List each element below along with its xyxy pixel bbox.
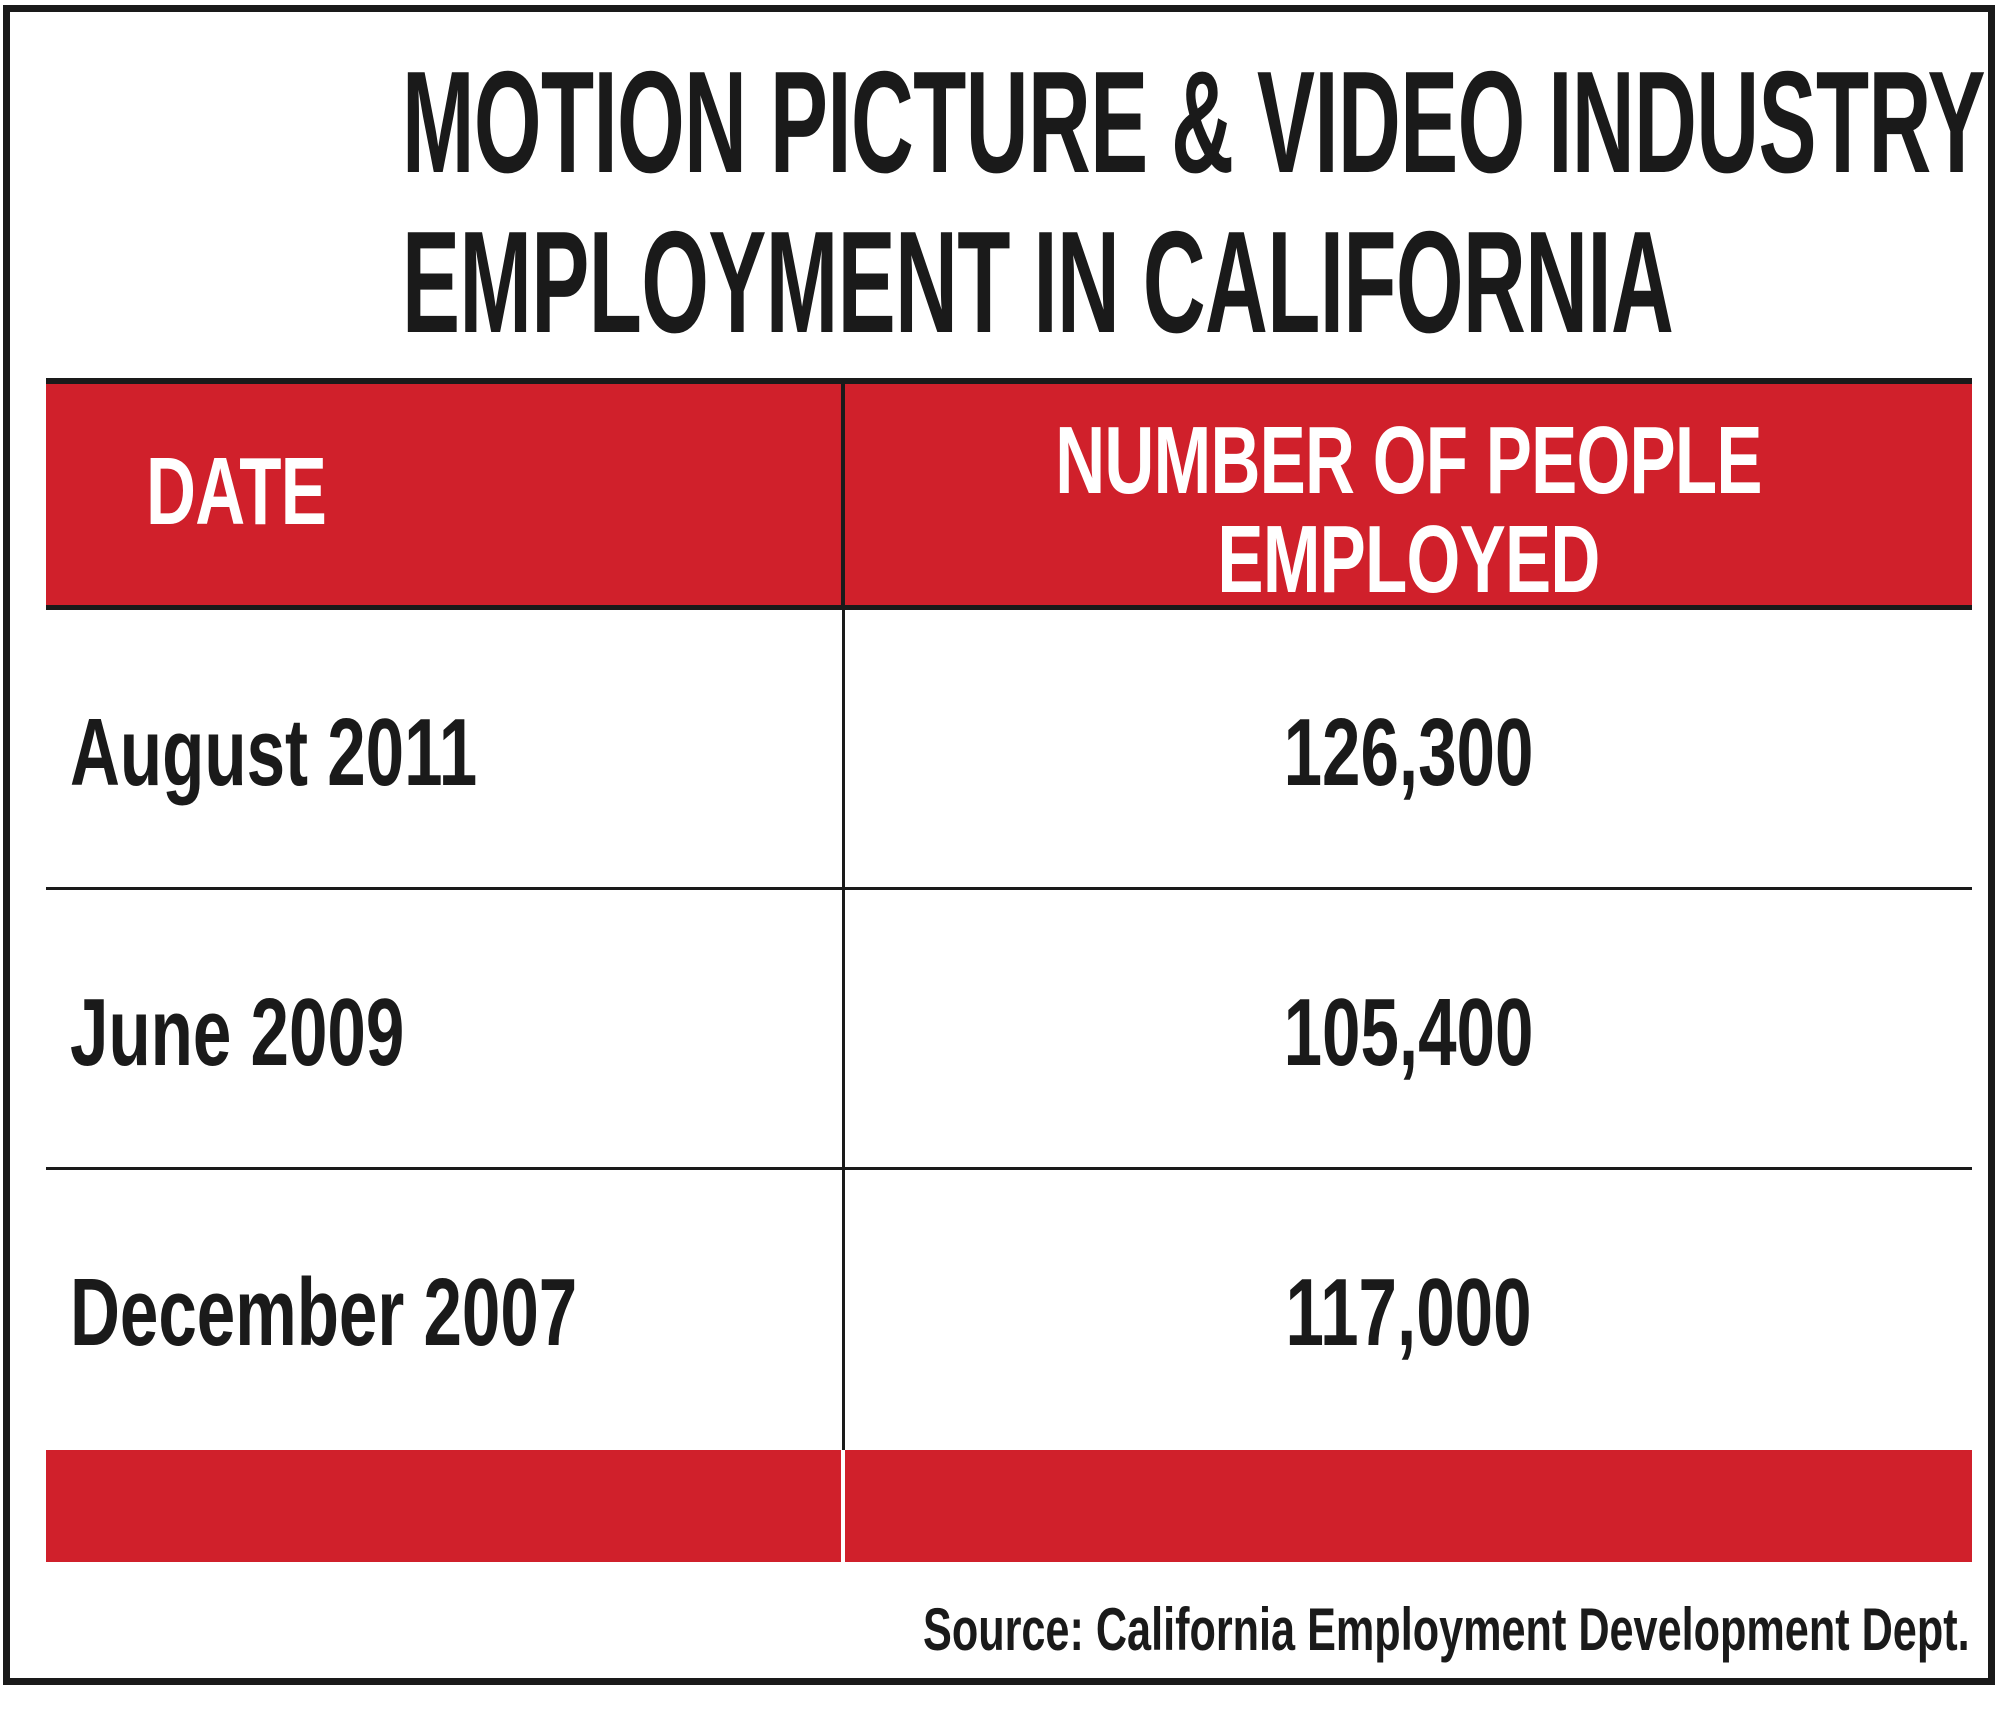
title-line-1: MOTION PICTURE & VIDEO INDUSTRY <box>402 41 1986 203</box>
source-note: Source: California Employment Developmen… <box>923 1596 1970 1663</box>
row-date: August 2011 <box>70 699 478 806</box>
row-value: 117,000 <box>1285 1259 1532 1366</box>
employment-table: DATE NUMBER OF PEOPLE EMPLOYED August 20… <box>46 378 1972 1562</box>
header-number-line-2: EMPLOYED <box>1217 505 1600 613</box>
column-divider <box>842 610 845 887</box>
header-date: DATE <box>146 438 327 545</box>
row-date: December 2007 <box>70 1259 578 1366</box>
column-divider <box>842 890 845 1167</box>
row-value: 105,400 <box>1283 979 1534 1086</box>
table-row: June 2009 105,400 <box>46 890 1972 1170</box>
column-divider <box>841 384 845 605</box>
footer-divider <box>841 1450 845 1562</box>
title-line-2: EMPLOYMENT IN CALIFORNIA <box>402 201 1674 363</box>
row-value: 126,300 <box>1283 699 1534 806</box>
header-number-employed: NUMBER OF PEOPLE EMPLOYED <box>1003 407 1814 613</box>
row-date: June 2009 <box>70 979 405 1086</box>
table-row: December 2007 117,000 <box>46 1170 1972 1450</box>
table-header-row: DATE NUMBER OF PEOPLE EMPLOYED <box>46 378 1972 610</box>
chart-title: MOTION PICTURE & VIDEO INDUSTRY EMPLOYME… <box>0 50 2010 355</box>
column-divider <box>842 1170 845 1450</box>
table-row: August 2011 126,300 <box>46 610 1972 890</box>
infographic-frame <box>3 5 1995 1685</box>
table-footer-bar <box>46 1450 1972 1562</box>
header-number-line-1: NUMBER OF PEOPLE <box>1055 407 1762 514</box>
